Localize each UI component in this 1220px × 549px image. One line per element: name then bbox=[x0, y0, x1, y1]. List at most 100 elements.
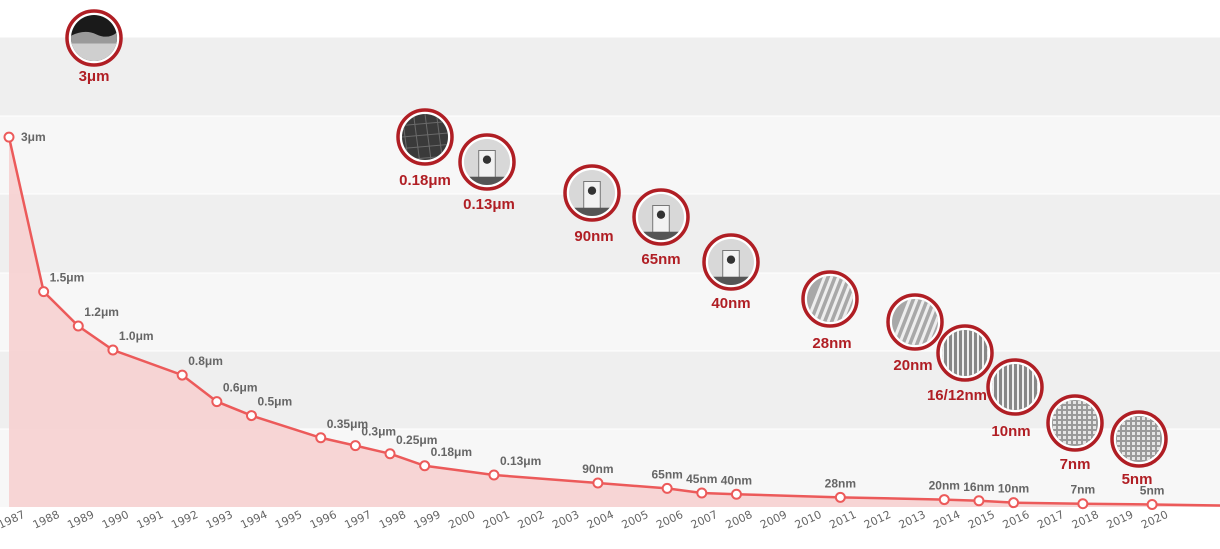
x-tick-label: 1991 bbox=[135, 508, 166, 532]
x-tick-label: 1993 bbox=[204, 508, 235, 532]
badge-label: 5nm bbox=[1122, 471, 1153, 488]
data-point-marker bbox=[1077, 498, 1089, 510]
x-tick-label: 1999 bbox=[412, 508, 443, 532]
point-label: 7nm bbox=[1070, 483, 1095, 497]
sem-image-icon bbox=[807, 276, 853, 322]
point-label: 0.6μm bbox=[223, 381, 258, 395]
x-tick-label: 1992 bbox=[169, 508, 200, 532]
badge-label: 7nm bbox=[1060, 456, 1091, 473]
sem-image-icon bbox=[1116, 416, 1162, 462]
point-label: 3μm bbox=[21, 130, 46, 144]
data-point-marker bbox=[384, 448, 396, 460]
node-badge: 10nm bbox=[986, 358, 1044, 440]
x-tick-label: 1995 bbox=[273, 508, 304, 532]
point-label: 0.5μm bbox=[257, 395, 292, 409]
badge-label: 0.13μm bbox=[463, 196, 515, 213]
data-point-marker bbox=[38, 286, 50, 298]
grid-band bbox=[0, 273, 1220, 351]
x-tick-label: 2014 bbox=[931, 508, 962, 532]
point-label: 20nm bbox=[929, 479, 960, 493]
point-label: 16nm bbox=[963, 480, 994, 494]
sem-image-icon bbox=[71, 15, 117, 61]
x-tick-label: 2017 bbox=[1035, 508, 1066, 532]
point-label: 0.13μm bbox=[500, 454, 541, 468]
x-tick-label: 2006 bbox=[654, 508, 685, 532]
x-tick-label: 2011 bbox=[827, 508, 858, 532]
sem-image-icon bbox=[1052, 400, 1098, 446]
node-badge: 5nm bbox=[1110, 410, 1168, 488]
point-label: 1.0μm bbox=[119, 329, 154, 343]
data-point-marker bbox=[730, 488, 742, 500]
node-badge: 65nm bbox=[632, 188, 690, 268]
badge-label: 16/12nm bbox=[927, 387, 987, 404]
point-label: 1.5μm bbox=[50, 271, 85, 285]
x-tick-label: 2007 bbox=[689, 508, 720, 532]
badge-label: 10nm bbox=[991, 423, 1030, 440]
point-label: 0.25μm bbox=[396, 433, 437, 447]
x-tick-label: 1994 bbox=[239, 508, 270, 532]
sem-image-icon bbox=[892, 299, 938, 345]
x-axis-ticks: 1987 1988 1989 1990 1991 1992 1993 1994 1995 1996… bbox=[0, 508, 1170, 532]
data-point-marker bbox=[973, 495, 985, 507]
x-tick-label: 1988 bbox=[31, 508, 62, 532]
sem-image-icon bbox=[569, 170, 615, 216]
x-tick-label: 1996 bbox=[308, 508, 339, 532]
badge-label: 65nm bbox=[641, 251, 680, 268]
data-point-marker bbox=[488, 469, 500, 481]
sem-image-icon bbox=[638, 194, 684, 240]
point-label: 5nm bbox=[1140, 483, 1165, 497]
point-label: 1.2μm bbox=[84, 305, 119, 319]
node-badge: 40nm bbox=[702, 233, 760, 312]
data-point-marker bbox=[834, 491, 846, 503]
data-point-marker bbox=[107, 344, 119, 356]
point-markers bbox=[3, 131, 1158, 510]
node-badge: 7nm bbox=[1046, 394, 1104, 473]
x-tick-label: 2018 bbox=[1070, 508, 1101, 532]
point-label: 28nm bbox=[825, 476, 856, 490]
sem-image-icon bbox=[464, 139, 510, 185]
x-tick-label: 2001 bbox=[481, 508, 512, 532]
data-point-marker bbox=[349, 440, 361, 452]
point-label: 90nm bbox=[582, 462, 613, 476]
node-badge: 90nm bbox=[563, 164, 621, 245]
data-point-marker bbox=[1008, 497, 1020, 509]
x-tick-label: 2015 bbox=[966, 508, 997, 532]
node-badge: 3μm bbox=[65, 9, 123, 85]
x-tick-label: 1997 bbox=[342, 508, 373, 532]
node-badge: 16/12nm bbox=[927, 324, 994, 404]
point-label: 65nm bbox=[651, 467, 682, 481]
badge-label: 90nm bbox=[574, 228, 613, 245]
x-tick-label: 2004 bbox=[585, 508, 616, 532]
data-point-marker bbox=[211, 396, 223, 408]
point-label: 0.18μm bbox=[431, 445, 472, 459]
data-point-marker bbox=[72, 320, 84, 332]
data-point-marker bbox=[245, 410, 257, 422]
x-tick-label: 1990 bbox=[100, 508, 131, 532]
x-tick-label: 2002 bbox=[516, 508, 547, 532]
x-tick-label: 2016 bbox=[1001, 508, 1032, 532]
x-tick-label: 2020 bbox=[1139, 508, 1170, 532]
point-labels: 3μm1.5μm1.2μm1.0μm0.8μm0.6μm0.5μm0.35μm0… bbox=[21, 130, 1164, 497]
x-tick-label: 2019 bbox=[1105, 508, 1136, 532]
x-tick-label: 2010 bbox=[793, 508, 824, 532]
point-label: 45nm bbox=[686, 472, 717, 486]
point-label: 0.3μm bbox=[361, 425, 396, 439]
data-point-marker bbox=[3, 131, 15, 143]
badge-label: 28nm bbox=[812, 335, 851, 352]
data-point-marker bbox=[661, 482, 673, 494]
data-point-marker bbox=[592, 477, 604, 489]
sem-image-icon bbox=[942, 330, 988, 376]
x-tick-label: 1998 bbox=[377, 508, 408, 532]
data-point-marker bbox=[419, 460, 431, 472]
node-badge: 0.13μm bbox=[458, 133, 516, 213]
x-tick-label: 2005 bbox=[620, 508, 651, 532]
badge-label: 0.18μm bbox=[399, 172, 451, 189]
data-point-marker bbox=[315, 432, 327, 444]
area-fill bbox=[9, 137, 1220, 507]
point-label: 10nm bbox=[998, 482, 1029, 496]
x-tick-label: 2000 bbox=[446, 508, 477, 532]
x-tick-label: 2013 bbox=[897, 508, 928, 532]
node-badges: 3μm 0.18μm 0.13μm 90nm 65nm 40nm 28nm 20nm 16/12… bbox=[65, 9, 1168, 488]
x-tick-label: 1987 bbox=[0, 508, 27, 532]
sem-image-icon bbox=[402, 114, 448, 160]
